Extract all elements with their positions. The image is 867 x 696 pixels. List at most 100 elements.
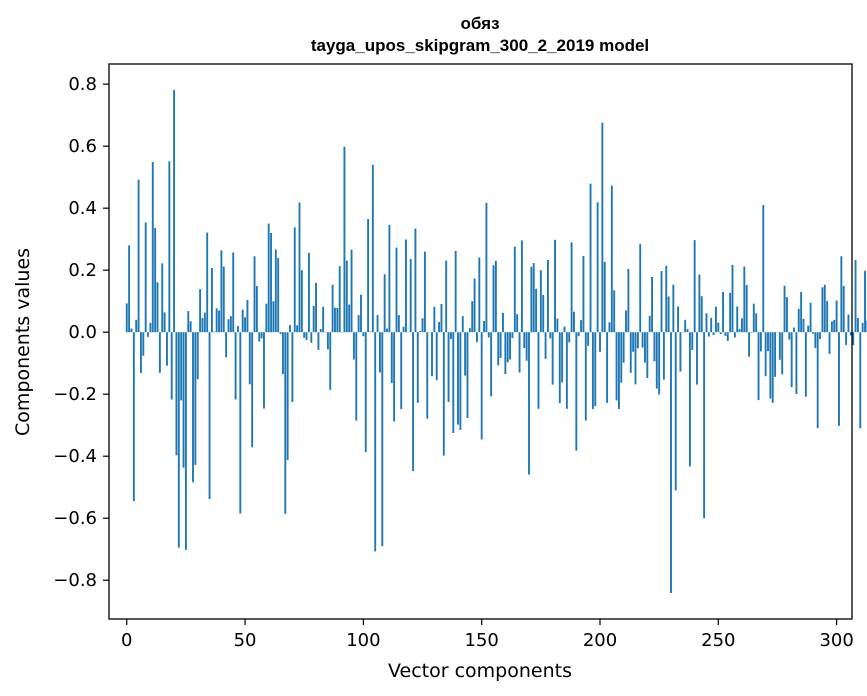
bar <box>679 332 682 372</box>
bar <box>745 285 748 333</box>
bar <box>584 332 587 421</box>
bar <box>402 326 405 333</box>
bar <box>272 301 275 333</box>
y-tick-label: 0.0 <box>68 322 97 343</box>
bar <box>606 332 609 403</box>
bar <box>849 332 852 336</box>
bar <box>317 332 320 350</box>
bar <box>651 277 653 333</box>
x-tick-label: 0 <box>121 630 132 651</box>
bar <box>215 308 218 333</box>
bar <box>641 332 644 348</box>
bar <box>445 260 448 333</box>
bar <box>733 332 736 338</box>
bar <box>539 270 542 333</box>
bar <box>528 332 530 475</box>
bar <box>511 332 514 339</box>
bar <box>845 332 848 345</box>
bar <box>856 317 859 333</box>
bar <box>696 332 698 385</box>
bar <box>788 332 791 340</box>
bar <box>459 332 462 430</box>
bar <box>194 332 197 465</box>
bar <box>785 297 788 333</box>
bar <box>312 305 315 333</box>
bar <box>466 332 469 419</box>
bar <box>142 332 145 356</box>
bar <box>343 146 346 333</box>
bar <box>260 332 263 339</box>
bar <box>329 332 332 390</box>
bar <box>357 315 360 333</box>
bar <box>513 246 516 333</box>
bar <box>660 271 663 333</box>
bar <box>478 257 481 333</box>
bar <box>769 332 772 399</box>
bar <box>577 332 580 337</box>
bar <box>147 332 149 337</box>
bar <box>369 331 372 333</box>
bar <box>516 314 519 333</box>
bar <box>440 303 443 333</box>
bar <box>767 332 769 352</box>
bar <box>599 332 601 352</box>
bar <box>807 325 810 333</box>
bar <box>352 332 355 360</box>
bar <box>520 240 523 333</box>
bar <box>736 306 739 333</box>
bar <box>544 332 547 359</box>
bar <box>632 332 635 352</box>
bar <box>270 232 273 333</box>
y-tick-label: 0.4 <box>68 198 97 219</box>
bar <box>819 332 821 340</box>
bar <box>308 252 310 333</box>
bar <box>338 266 341 333</box>
bar <box>371 164 374 333</box>
bar <box>199 289 202 333</box>
bar <box>497 332 500 366</box>
bar <box>326 332 329 350</box>
x-tick-label: 200 <box>583 630 617 651</box>
bar <box>189 321 192 333</box>
bar <box>816 332 819 429</box>
bar <box>296 325 299 333</box>
bar <box>724 332 727 336</box>
bar <box>532 263 535 333</box>
bar <box>438 321 441 333</box>
bar <box>258 332 261 342</box>
bar <box>315 282 317 333</box>
bar <box>298 202 301 333</box>
bar <box>499 332 502 358</box>
bar <box>558 332 561 404</box>
bar <box>774 332 777 377</box>
bar <box>170 332 173 400</box>
bar <box>232 252 235 333</box>
bar <box>426 332 429 419</box>
bar <box>826 300 829 333</box>
bar <box>163 312 166 333</box>
bar <box>386 328 388 333</box>
bar <box>741 318 743 333</box>
bar <box>225 332 228 358</box>
x-tick-label: 150 <box>465 630 499 651</box>
bar <box>821 287 824 333</box>
bar <box>575 332 578 451</box>
bar <box>360 294 362 333</box>
bar <box>764 332 767 377</box>
bar <box>504 332 507 375</box>
bar <box>284 332 287 514</box>
bar <box>667 296 670 333</box>
bar <box>828 332 831 354</box>
bar <box>665 265 668 333</box>
bar <box>319 329 322 333</box>
bar <box>752 303 755 333</box>
chart-title: обяз tayga_upos_skipgram_300_2_2019 mode… <box>311 14 649 55</box>
bar <box>149 322 152 333</box>
bar <box>759 332 762 352</box>
bar <box>535 288 538 333</box>
bar <box>838 332 840 426</box>
bar <box>416 332 419 403</box>
bar <box>840 256 843 333</box>
bar <box>712 332 715 335</box>
